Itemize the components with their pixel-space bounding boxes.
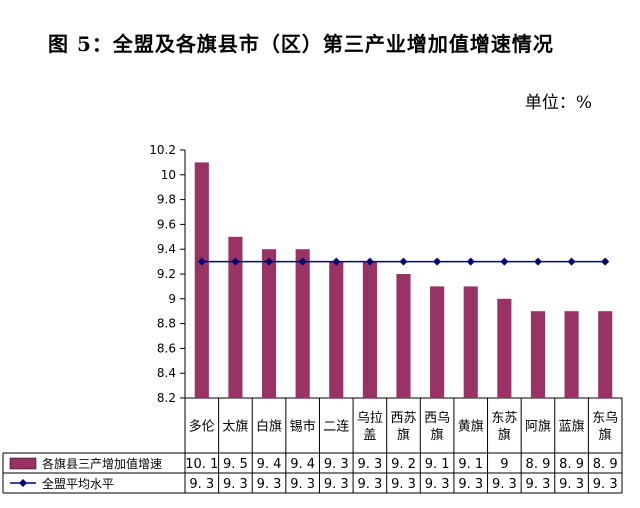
y-tick-label: 10.2 [149,143,176,157]
legend-line-marker [19,479,27,487]
bar [396,274,411,398]
y-tick-label: 8.8 [157,317,176,331]
y-tick-label: 8.2 [157,391,176,405]
x-category-label: 多伦 [189,419,215,435]
table-value-line: 9. 3 [257,477,282,492]
table-value-line: 9. 3 [357,477,382,492]
average-marker [399,257,408,266]
x-category-label: 阿旗 [525,419,551,435]
bar [463,286,478,398]
y-tick-label: 10 [161,168,176,182]
table-value-line: 9. 3 [324,477,349,492]
x-category-label: 旗 [599,427,612,443]
legend-line-label: 全盟平均水平 [42,476,114,491]
bar [228,236,243,398]
x-category-label: 旗 [397,427,410,443]
x-category-label: 太旗 [222,419,248,435]
x-category-label: 西乌 [424,410,450,426]
table-value-line: 9. 3 [189,477,214,492]
table-value-bar: 9 [500,457,508,472]
x-category-label: 东乌 [592,410,618,426]
bar [329,261,344,398]
bar [261,249,277,398]
bar [530,311,546,398]
x-category-label: 乌拉 [357,410,383,426]
axis-layer: 8.2 8.4 8.6 8.8 9 9.2 9.4 9.6 9.8 10 10.2 多伦 太旗 白旗 锡市二… [149,143,622,443]
table-value-line: 9. 3 [593,477,618,492]
y-tick-label: 8.4 [157,366,176,380]
bar [430,286,445,398]
table-value-bar: 9. 3 [324,457,349,472]
bar [295,249,310,398]
y-tick-label: 8.6 [157,341,176,355]
bar [497,298,512,398]
x-category-label: 黄旗 [458,419,484,435]
table-value-bar: 9. 4 [290,457,315,472]
average-marker [567,257,576,266]
average-marker [500,257,509,266]
table-value-line: 9. 3 [425,477,450,492]
x-category-label: 二连 [323,419,349,435]
x-category-label: 蓝旗 [559,419,585,435]
y-tick-label: 9.2 [157,267,176,281]
x-category-label: 锡市 [290,419,316,435]
average-marker [365,257,374,266]
bar [194,162,209,398]
bar [598,311,613,398]
table-value-bar: 9. 5 [223,457,248,472]
average-marker [601,257,610,266]
average-marker [298,257,307,266]
line-layer [197,257,610,266]
average-marker [433,257,442,266]
average-marker [265,257,274,266]
table-value-bar: 9. 3 [357,457,382,472]
table-value-bar: 9. 1 [458,457,483,472]
chart-title: 图 5：全盟及各旗县市（区）第三产业增加值增速情况 [48,32,554,56]
table-value-line: 9. 3 [492,477,517,492]
average-marker [332,257,341,266]
table-value-line: 9. 3 [559,477,584,492]
table-value-bar: 9. 1 [425,457,450,472]
table-value-bar: 8. 9 [593,457,618,472]
average-marker [533,257,542,266]
x-category-label: 旗 [431,427,444,443]
table-value-line: 9. 3 [223,477,248,492]
x-category-label: 东苏 [491,410,517,426]
x-category-label: 盖 [363,428,376,443]
table-value-bar: 9. 2 [391,457,416,472]
legend-bar-swatch [9,457,37,470]
table-value-line: 9. 3 [526,477,551,492]
y-tick-label: 9.6 [157,217,176,231]
average-marker [466,257,475,266]
table-value-bar: 8. 9 [559,457,584,472]
bar [362,261,377,398]
legend-bar-label: 各旗县三产增加值增速 [42,456,162,471]
table-value-bar: 8. 9 [526,457,551,472]
table-value-line: 9. 3 [391,477,416,492]
bar-layer [194,162,613,398]
table-value-line: 9. 3 [290,477,315,492]
x-category-label: 西苏 [390,410,416,426]
average-marker [231,257,240,266]
y-tick-label: 9 [168,292,176,306]
table-value-bar: 9. 4 [257,457,282,472]
x-category-label: 旗 [498,427,511,443]
table-value-bar: 10. 1 [185,457,218,472]
bar [564,311,579,398]
unit-label: 单位：% [524,93,592,113]
y-tick-label: 9.8 [157,193,176,207]
x-category-label: 白旗 [256,419,282,435]
average-marker [197,257,206,266]
table-value-line: 9. 3 [458,477,483,492]
y-tick-label: 9.4 [157,242,176,256]
